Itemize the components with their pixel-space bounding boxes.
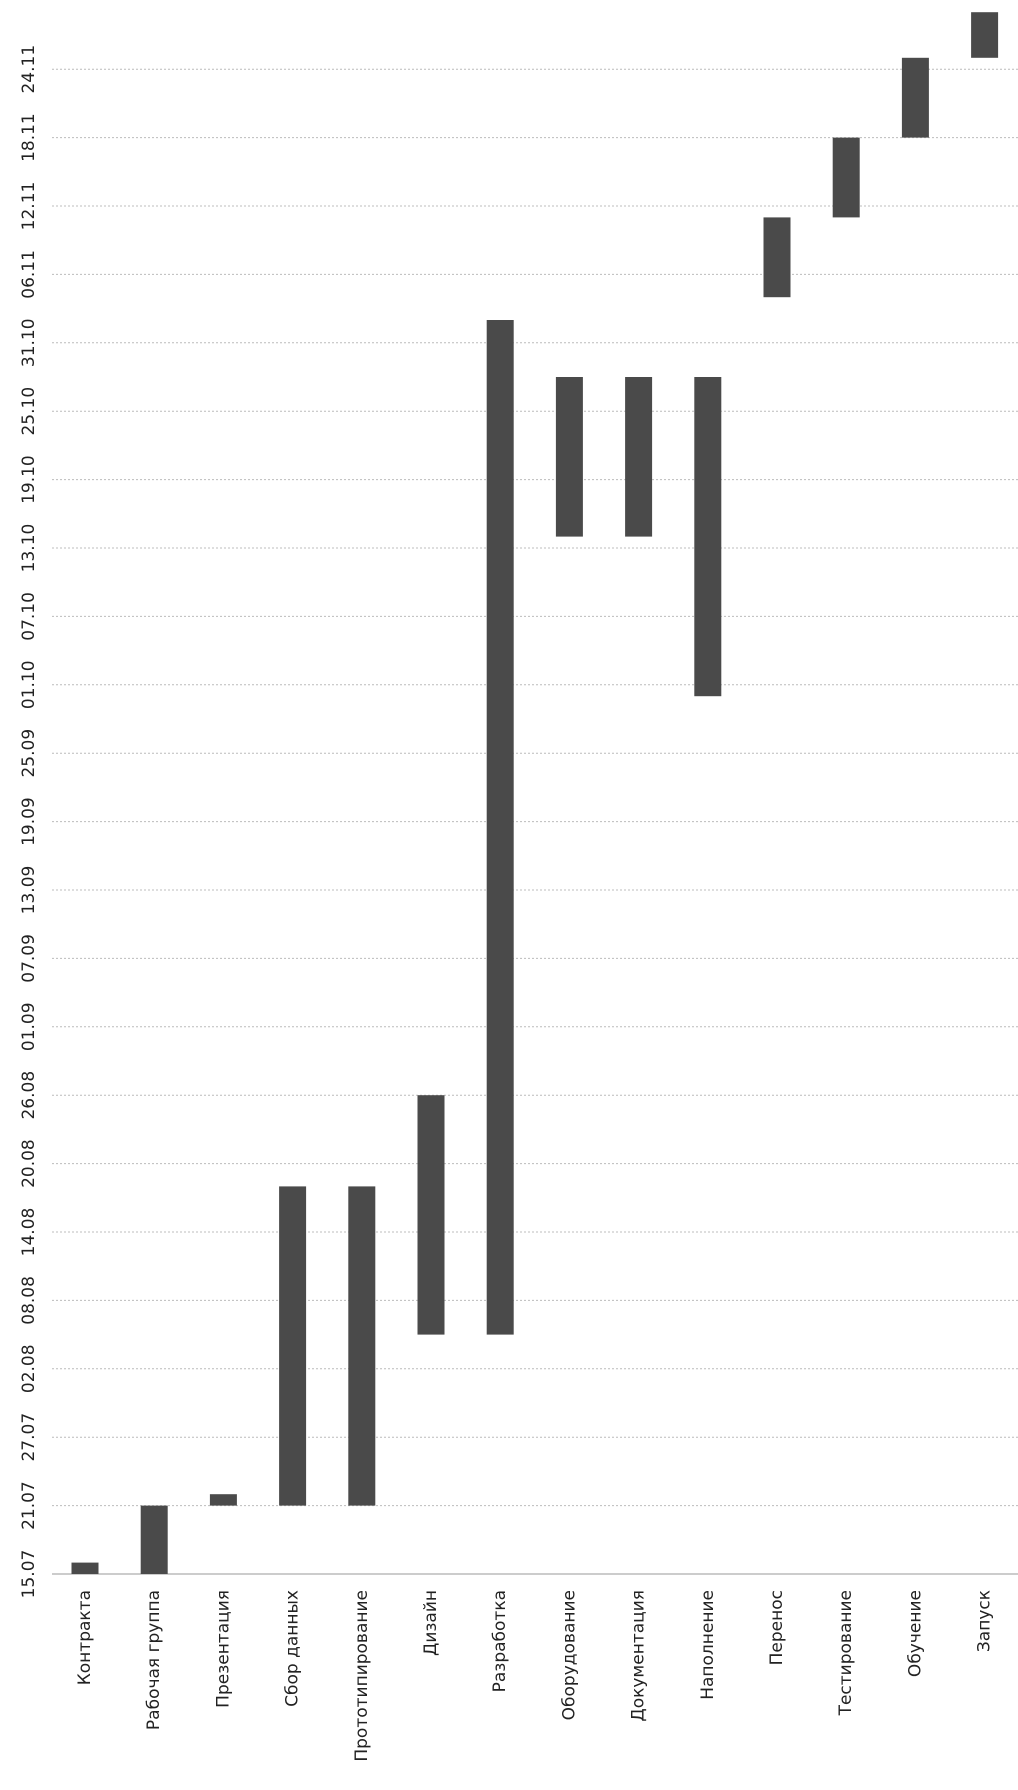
date-tick-label: 01.10 [19, 660, 39, 709]
date-tick-label: 31.10 [19, 318, 39, 367]
task-bar [71, 1562, 99, 1574]
date-tick-label: 12.11 [19, 182, 39, 231]
task-label: Сбор данных [283, 1590, 303, 1707]
date-tick-label: 01.09 [19, 1002, 39, 1051]
date-tick-label: 02.08 [19, 1344, 39, 1393]
task-bar [971, 12, 999, 58]
date-tick-label: 27.07 [19, 1413, 39, 1462]
date-tick-label: 18.11 [19, 113, 39, 162]
task-bar [348, 1186, 376, 1506]
date-tick-label: 13.10 [19, 524, 39, 573]
date-tick-label: 26.08 [19, 1071, 39, 1120]
task-bar [417, 1095, 445, 1335]
date-tick-label: 19.09 [19, 797, 39, 846]
grid-lines [52, 68, 1018, 1575]
task-bar [555, 377, 583, 537]
date-tick-label: 14.08 [19, 1208, 39, 1257]
task-bar [279, 1186, 307, 1506]
task-label: Документация [629, 1590, 649, 1722]
date-tick-label: 15.07 [19, 1550, 39, 1599]
date-tick-label: 25.09 [19, 729, 39, 778]
task-bar [625, 377, 653, 537]
date-tick-label: 25.10 [19, 387, 39, 436]
task-label: Рабочая группа [144, 1590, 164, 1730]
task-label: Перенос [767, 1590, 787, 1665]
task-bar [140, 1505, 168, 1574]
task-bar [763, 217, 791, 298]
task-label: Тестирование [836, 1590, 856, 1716]
date-tick-label: 08.08 [19, 1276, 39, 1325]
date-tick-label: 20.08 [19, 1139, 39, 1188]
date-tick-label: 21.07 [19, 1481, 39, 1530]
date-tick-label: 07.09 [19, 934, 39, 983]
date-tick-label: 06.11 [19, 250, 39, 299]
task-labels: Контракта Рабочая группа Презентация Сбор д… [75, 1590, 995, 1762]
task-label: Наполнение [698, 1590, 718, 1700]
task-label: Оборудование [559, 1590, 579, 1720]
date-tick-label: 07.10 [19, 592, 39, 641]
task-label: Контракта [75, 1590, 95, 1685]
date-tick-labels: 15.07 21.07 27.07 02.08 08.08 14.08 20.08 26.08… [19, 45, 39, 1598]
date-tick-label: 19.10 [19, 455, 39, 504]
date-tick-label: 13.09 [19, 866, 39, 915]
date-tick-label: 24.11 [19, 45, 39, 94]
task-label: Обучение [905, 1590, 925, 1677]
task-label: Дизайн [421, 1590, 441, 1656]
task-bar [486, 320, 514, 1335]
task-bar [901, 57, 929, 138]
task-label: Прототипирование [352, 1590, 372, 1762]
task-bar [832, 137, 860, 218]
task-label: Запуск [975, 1590, 995, 1652]
task-bar [694, 377, 722, 697]
task-label: Разработка [490, 1590, 510, 1692]
task-bars [71, 12, 999, 1574]
task-bar [209, 1494, 237, 1506]
task-label: Презентация [213, 1590, 233, 1708]
